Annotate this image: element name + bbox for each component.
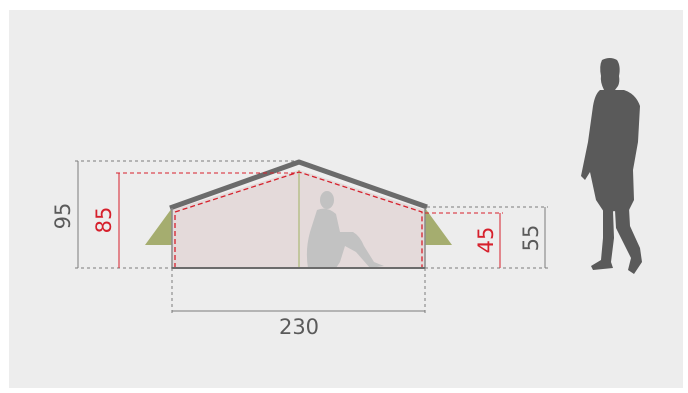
length-label: 230 [279,315,319,339]
outer-side-height-label: 55 [519,225,543,252]
right-vestibule [425,208,452,245]
standing-person-silhouette [581,58,642,274]
inner-side-height-label: 45 [474,227,498,254]
inner-outline-dashed [174,171,423,268]
tent-fly [169,159,428,211]
inner-height-label: 85 [92,207,116,234]
person-inside-silhouette [306,191,384,268]
left-vestibule [145,208,172,245]
outer-height-label: 95 [51,203,75,230]
